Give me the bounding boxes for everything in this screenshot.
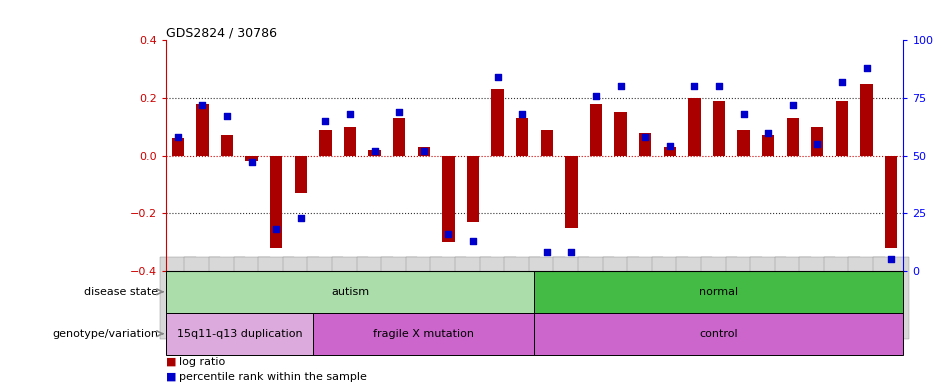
Bar xyxy=(166,271,534,313)
Bar xyxy=(467,156,479,222)
Point xyxy=(392,109,407,115)
Bar xyxy=(762,136,774,156)
Text: disease state: disease state xyxy=(84,287,158,297)
Point xyxy=(170,134,185,140)
Point xyxy=(564,249,579,255)
Bar xyxy=(344,127,356,156)
Text: control: control xyxy=(700,329,738,339)
Point xyxy=(785,102,800,108)
Bar xyxy=(319,130,331,156)
Bar xyxy=(246,156,257,161)
Bar xyxy=(492,89,503,156)
Bar xyxy=(313,313,534,355)
Bar xyxy=(220,136,233,156)
Point xyxy=(761,129,776,136)
Point xyxy=(859,65,874,71)
Bar xyxy=(590,104,603,156)
Bar xyxy=(713,101,726,156)
Point xyxy=(244,159,259,166)
Text: normal: normal xyxy=(699,287,739,297)
Bar xyxy=(534,271,903,313)
Point xyxy=(342,111,358,117)
Point xyxy=(711,83,727,89)
Bar xyxy=(812,127,823,156)
Point xyxy=(638,134,653,140)
Point xyxy=(662,143,677,149)
Point xyxy=(884,256,899,262)
Text: log ratio: log ratio xyxy=(179,357,225,367)
Point xyxy=(613,83,628,89)
Bar xyxy=(271,156,282,248)
Bar xyxy=(197,104,208,156)
Bar xyxy=(517,118,528,156)
Point xyxy=(219,113,235,119)
Text: autism: autism xyxy=(331,287,369,297)
Bar xyxy=(615,113,627,156)
Text: ■: ■ xyxy=(166,357,176,367)
Point xyxy=(269,226,284,232)
Point xyxy=(687,83,702,89)
Point xyxy=(195,102,210,108)
Bar xyxy=(368,150,380,156)
Point xyxy=(465,238,481,244)
Bar xyxy=(566,156,577,228)
Point xyxy=(441,231,456,237)
Bar xyxy=(689,98,700,156)
Text: 15q11-q13 duplication: 15q11-q13 duplication xyxy=(177,329,302,339)
Bar xyxy=(295,156,307,193)
Point xyxy=(490,74,505,80)
Point xyxy=(318,118,333,124)
Bar xyxy=(885,156,897,248)
Bar xyxy=(664,147,675,156)
Point xyxy=(834,79,850,85)
Text: fragile X mutation: fragile X mutation xyxy=(374,329,474,339)
Bar xyxy=(166,313,313,355)
Text: genotype/variation: genotype/variation xyxy=(52,329,158,339)
Point xyxy=(736,111,751,117)
Point xyxy=(293,215,308,221)
Bar xyxy=(442,156,454,242)
Point xyxy=(367,148,382,154)
Bar xyxy=(836,101,849,156)
Bar xyxy=(534,313,903,355)
Bar xyxy=(172,138,184,156)
Bar xyxy=(394,118,405,156)
Point xyxy=(416,148,431,154)
Bar xyxy=(787,118,798,156)
Bar xyxy=(418,147,429,156)
Point xyxy=(515,111,530,117)
Bar xyxy=(861,84,872,156)
Bar xyxy=(738,130,749,156)
Text: ■: ■ xyxy=(166,372,176,382)
Point xyxy=(539,249,554,255)
Text: percentile rank within the sample: percentile rank within the sample xyxy=(179,372,367,382)
Bar xyxy=(639,132,651,156)
Point xyxy=(588,93,604,99)
Bar xyxy=(541,130,552,156)
Point xyxy=(810,141,825,147)
Text: GDS2824 / 30786: GDS2824 / 30786 xyxy=(166,26,276,39)
